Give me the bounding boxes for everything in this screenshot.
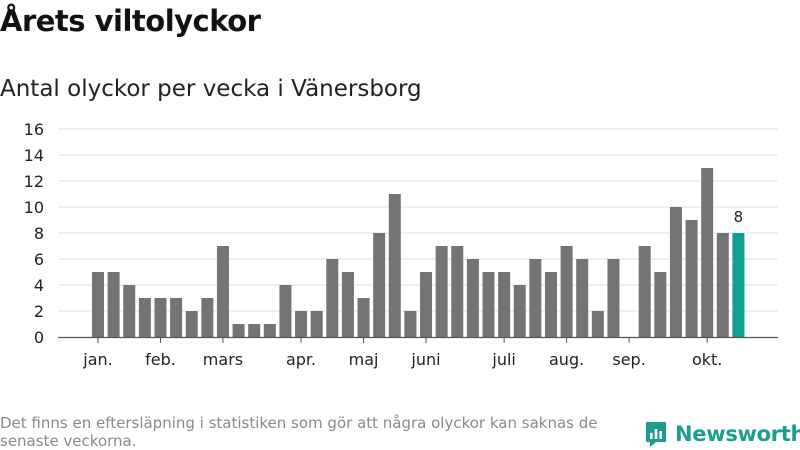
x-tick-label: maj [349,350,379,369]
x-tick-label: feb. [145,350,176,369]
x-tick-label: aug. [549,350,584,369]
data-label: 8 [734,208,744,226]
x-tick-label: juli [491,350,515,369]
bar [576,259,589,337]
bar [138,298,151,337]
bar [107,272,120,337]
y-tick-label: 14 [24,146,44,165]
footnote: Det finns en eftersläpning i statistiken… [0,414,598,450]
x-tick-label: sep. [612,350,645,369]
y-tick-label: 12 [24,172,44,191]
bar [420,272,433,337]
bar [216,246,229,337]
bar [279,285,292,337]
y-tick-label: 2 [34,302,44,321]
y-tick-label: 4 [34,276,44,295]
bar-chart: 0 2 4 6 8 10 12 14 16 8 jan. feb. mars apr. maj juni jul… [24,120,778,369]
bar [513,285,526,337]
bar [560,246,573,337]
y-tick-label: 16 [24,120,44,139]
x-tick-label: jan. [82,350,112,369]
bar [404,311,417,337]
y-tick-label: 6 [34,250,44,269]
bar [170,298,183,337]
bar [326,259,339,337]
bar-highlight [732,233,745,337]
x-tick-label: juni [410,350,440,369]
bar [435,246,448,337]
bar [638,246,651,337]
bar [701,168,714,337]
bar [373,233,386,337]
brand-logo: Newsworthy [644,419,800,449]
bar [482,272,495,337]
chart-title: Årets viltolyckor [0,4,261,38]
x-tick-label: mars [203,350,243,369]
bar [529,259,542,337]
bar [388,194,401,337]
bar [232,324,245,337]
bar [498,272,511,337]
bar [591,311,604,337]
bar [669,207,682,337]
bar [201,298,214,337]
bar [685,220,698,337]
brand-name: Newsworthy [675,422,800,446]
y-tick-label: 8 [34,224,44,243]
bar [451,246,464,337]
bar [123,285,136,337]
y-tick-label: 10 [24,198,44,217]
bar [466,259,479,337]
bar [357,298,370,337]
bar [341,272,354,337]
bar [295,311,308,337]
y-tick-label: 0 [34,328,44,347]
x-tick-label: apr. [286,350,316,369]
bar [310,311,323,337]
bar [248,324,261,337]
newsworthy-logo-icon [646,422,666,447]
bar [654,272,667,337]
bar [716,233,729,337]
x-tick-label: okt. [692,350,722,369]
bar [544,272,557,337]
bar [154,298,167,337]
chart-subtitle: Antal olyckor per vecka i Vänersborg [0,76,422,102]
bar [263,324,276,337]
bar [185,311,198,337]
bar [607,259,620,337]
bar [92,272,104,337]
